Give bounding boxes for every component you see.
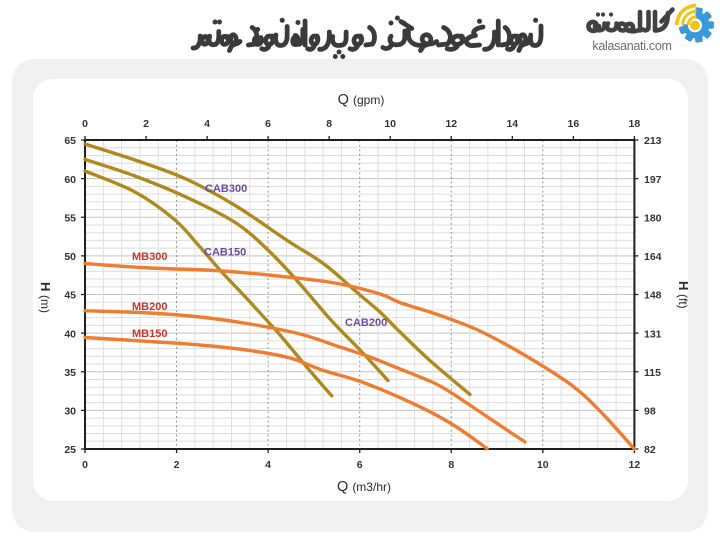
svg-text:CAB300: CAB300	[205, 183, 247, 195]
svg-text:8: 8	[448, 459, 454, 471]
svg-text:0: 0	[82, 459, 88, 471]
svg-text:2: 2	[143, 118, 149, 130]
svg-text:6: 6	[357, 459, 363, 471]
svg-text:H (m): H (m)	[38, 282, 53, 313]
svg-text:Q (m3/hr): Q (m3/hr)	[337, 479, 391, 495]
svg-text:65: 65	[64, 135, 76, 147]
svg-text:115: 115	[644, 367, 661, 379]
svg-text:55: 55	[64, 212, 76, 224]
svg-text:12: 12	[445, 118, 457, 130]
svg-text:45: 45	[64, 290, 76, 302]
svg-text:35: 35	[64, 367, 76, 379]
svg-text:82: 82	[644, 444, 656, 456]
svg-text:60: 60	[64, 174, 76, 186]
svg-text:8: 8	[326, 118, 332, 130]
svg-text:213: 213	[644, 135, 662, 147]
svg-text:kalasanati.com: kalasanati.com	[592, 39, 671, 53]
svg-text:10: 10	[384, 118, 396, 130]
svg-text:MB300: MB300	[132, 251, 167, 263]
svg-text:12: 12	[629, 459, 641, 471]
svg-text:10: 10	[537, 459, 549, 471]
svg-text:Q (gpm): Q (gpm)	[338, 92, 385, 108]
svg-text:4: 4	[265, 459, 271, 471]
svg-text:MB200: MB200	[132, 301, 167, 313]
svg-text:30: 30	[64, 406, 76, 418]
svg-text:18: 18	[629, 118, 641, 130]
svg-text:6: 6	[265, 118, 271, 130]
svg-text:164: 164	[644, 251, 662, 263]
svg-text:40: 40	[64, 328, 76, 340]
svg-text:4: 4	[204, 118, 210, 130]
svg-text:180: 180	[644, 212, 662, 224]
svg-text:98: 98	[644, 406, 656, 418]
svg-text:MB150: MB150	[132, 328, 167, 340]
svg-text:25: 25	[64, 444, 76, 456]
svg-text:50: 50	[64, 251, 76, 263]
svg-text:2: 2	[174, 459, 180, 471]
svg-text:131: 131	[644, 328, 662, 340]
svg-text:14: 14	[506, 118, 518, 130]
svg-text:148: 148	[644, 290, 662, 302]
svg-text:197: 197	[644, 174, 662, 186]
svg-text:16: 16	[568, 118, 580, 130]
svg-text:CAB150: CAB150	[204, 247, 246, 259]
svg-text:H (ft): H (ft)	[676, 281, 691, 309]
svg-text:0: 0	[82, 118, 88, 130]
svg-text:CAB200: CAB200	[345, 317, 387, 329]
